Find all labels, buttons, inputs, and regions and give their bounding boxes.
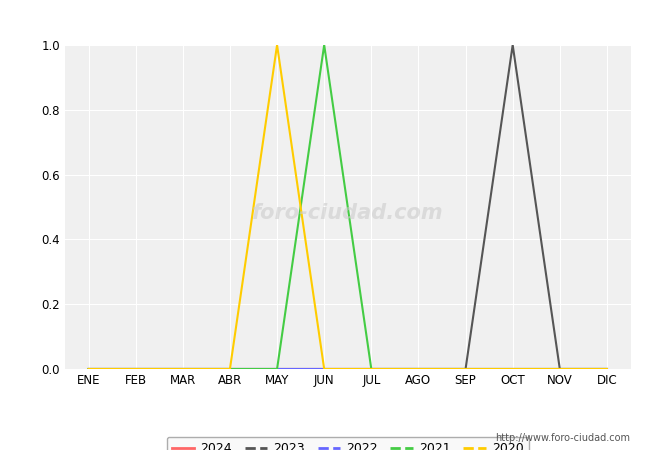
Legend: 2024, 2023, 2022, 2021, 2020: 2024, 2023, 2022, 2021, 2020 xyxy=(167,437,528,450)
Text: Matriculaciones de Vehiculos en Olvena: Matriculaciones de Vehiculos en Olvena xyxy=(160,11,490,29)
Text: http://www.foro-ciudad.com: http://www.foro-ciudad.com xyxy=(495,433,630,443)
Text: foro-ciudad.com: foro-ciudad.com xyxy=(252,203,443,224)
